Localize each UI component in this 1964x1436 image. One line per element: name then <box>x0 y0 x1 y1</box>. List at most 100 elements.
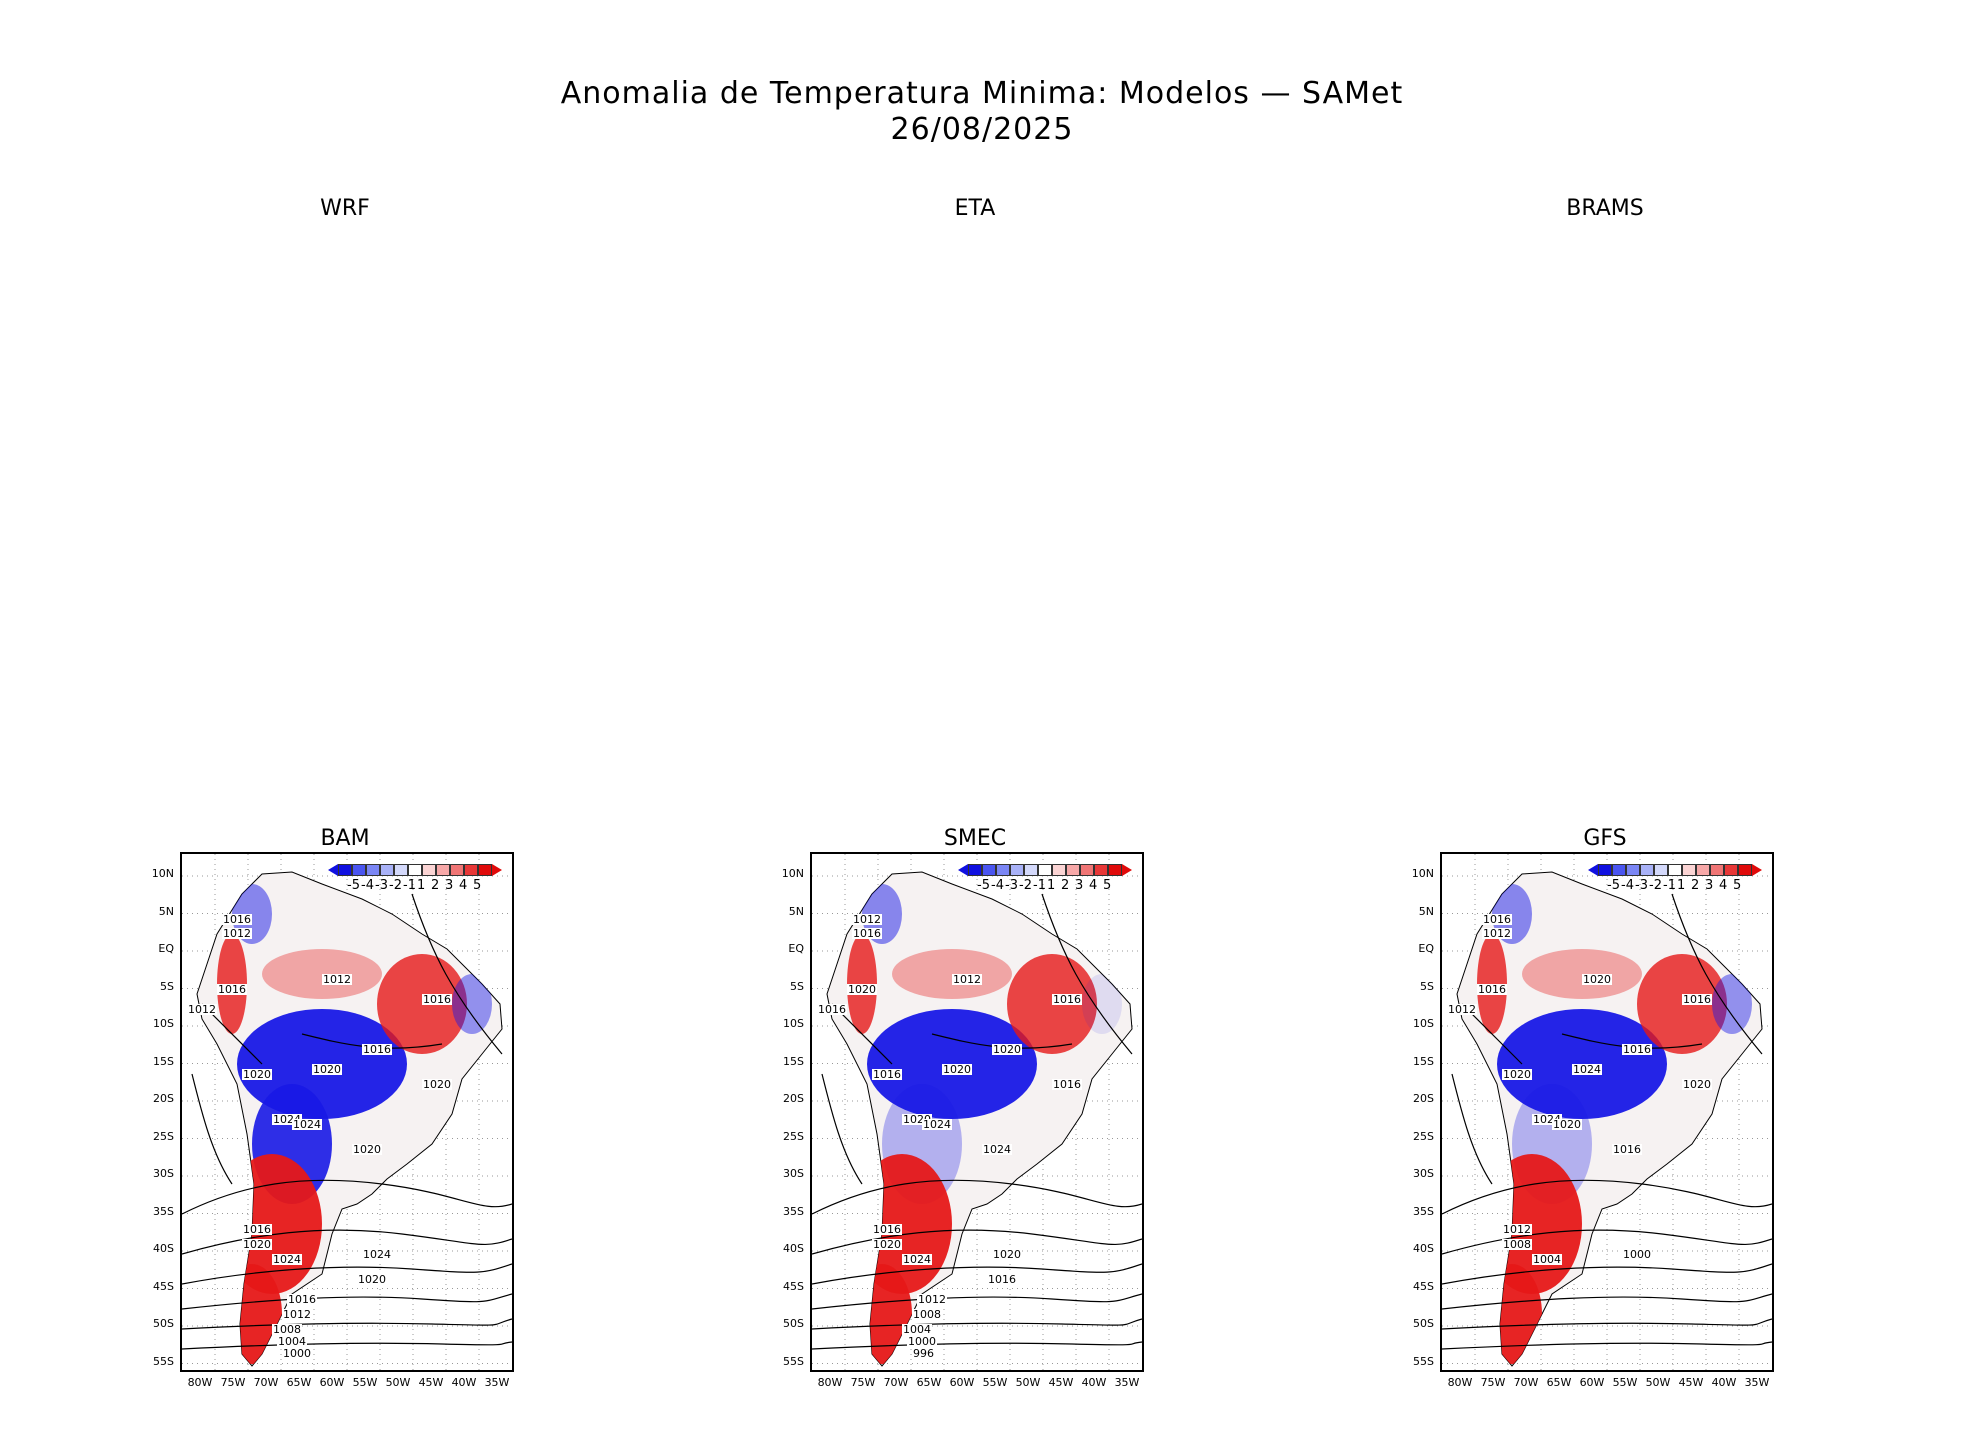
anomaly-region <box>452 974 492 1034</box>
longitude-tick: 80W <box>187 1376 213 1389</box>
colorbar-cell <box>450 864 464 876</box>
colorbar-cell <box>1038 864 1052 876</box>
longitude-tick: 80W <box>817 1376 843 1389</box>
colorbar-cell <box>408 864 422 876</box>
longitude-tick: 35W <box>1744 1376 1770 1389</box>
colorbar-label: -2 <box>389 878 402 893</box>
colorbar-cell <box>1108 864 1122 876</box>
anomaly-region <box>1482 1154 1582 1294</box>
latitude-tick: 45S <box>153 1279 174 1293</box>
latitude-tick: 55S <box>783 1354 804 1368</box>
colorbar-cell <box>1724 864 1738 876</box>
isobar-label: 1016 <box>287 1293 317 1306</box>
latitude-tick: 35S <box>1413 1204 1434 1218</box>
colorbar-cell <box>436 864 450 876</box>
isobar-label: 1020 <box>942 1063 972 1076</box>
isobar-label: 1016 <box>872 1068 902 1081</box>
isobar-label: 1024 <box>362 1248 392 1261</box>
colorbar-cell <box>1024 864 1038 876</box>
panel-title-wrf: WRF <box>320 196 370 221</box>
latitude-tick: 25S <box>1413 1129 1434 1143</box>
isobar-label: 1020 <box>242 1238 272 1251</box>
longitude-tick: 65W <box>1546 1376 1572 1389</box>
longitude-tick: 55W <box>1612 1376 1638 1389</box>
latitude-tick: 5N <box>1418 904 1434 918</box>
longitude-tick: 65W <box>916 1376 942 1389</box>
isobar-label: 1012 <box>952 973 982 986</box>
isobar-label: 1020 <box>872 1238 902 1251</box>
isobar-label: 1020 <box>1552 1118 1582 1131</box>
isobar-line <box>812 1318 1142 1330</box>
latitude-tick: 40S <box>1413 1242 1434 1255</box>
colorbar-label: 4 <box>459 878 468 893</box>
colorbar-arrow-right <box>1122 864 1132 876</box>
isobar-label: 1020 <box>902 1113 932 1126</box>
isobar-label: 1016 <box>1052 993 1082 1006</box>
colorbar-label: -2 <box>1019 878 1032 893</box>
latitude-tick: 40S <box>153 1242 174 1255</box>
latitude-tick: 10N <box>151 867 174 880</box>
latitude-tick: 5S <box>160 979 174 993</box>
colorbar-label: -2 <box>1649 878 1662 893</box>
latitude-tick: 5S <box>1420 979 1434 993</box>
longitude-tick: 50W <box>1015 1376 1041 1389</box>
isobar-label: 1024 <box>272 1113 302 1126</box>
colorbar-cell <box>1626 864 1640 876</box>
longitude-tick: 60W <box>1579 1376 1605 1389</box>
isobar-label: 1000 <box>1622 1248 1652 1261</box>
colorbar-cell <box>1052 864 1066 876</box>
colorbar-cell <box>1640 864 1654 876</box>
isobar-label: 1016 <box>1682 993 1712 1006</box>
colorbar-label: -5 <box>1607 878 1620 893</box>
colorbar-label: 1 <box>417 878 426 893</box>
isobar-label: 1016 <box>987 1273 1017 1286</box>
isobar-label: 1008 <box>912 1308 942 1321</box>
colorbar-arrow-left <box>958 864 968 876</box>
longitude-tick: 70W <box>883 1376 909 1389</box>
isobar-line <box>182 1293 512 1310</box>
colorbar-cell <box>1682 864 1696 876</box>
isobar-line <box>411 893 503 1055</box>
colorbar-label: -4 <box>991 878 1004 893</box>
colorbar-cell <box>1668 864 1682 876</box>
colorbar-label: 2 <box>431 878 440 893</box>
isobar-label: 1012 <box>1447 1003 1477 1016</box>
anomaly-region <box>1712 974 1752 1034</box>
isobar-label: 1020 <box>1682 1078 1712 1091</box>
colorbar-label: -1 <box>1033 878 1046 893</box>
isobar-line <box>1442 1341 1772 1350</box>
anomaly-region <box>1482 1264 1542 1364</box>
longitude-tick: 50W <box>1645 1376 1671 1389</box>
colorbar-cell <box>352 864 366 876</box>
isobar-label: 1000 <box>907 1335 937 1348</box>
latitude-tick: 25S <box>783 1129 804 1143</box>
isobar-line <box>1442 1229 1772 1255</box>
isobar-label: 1016 <box>1052 1078 1082 1091</box>
longitude-tick: 60W <box>319 1376 345 1389</box>
isobar-label: 1020 <box>422 1078 452 1091</box>
latitude-tick: 55S <box>1413 1354 1434 1368</box>
colorbar-label: 1 <box>1677 878 1686 893</box>
isobar-line <box>1671 893 1763 1055</box>
isobar-label: 1016 <box>872 1223 902 1236</box>
isobar-line <box>812 1293 1142 1310</box>
isobar-line <box>1451 1073 1493 1185</box>
continent-outline <box>196 871 503 1367</box>
isobar-label: 1020 <box>242 1068 272 1081</box>
longitude-tick: 40W <box>1711 1376 1737 1389</box>
isobar-label: 1012 <box>917 1293 947 1306</box>
longitude-tick: 45W <box>1678 1376 1704 1389</box>
isobar-line <box>812 1341 1142 1350</box>
latitude-tick: 30S <box>783 1167 804 1180</box>
longitude-tick: 35W <box>484 1376 510 1389</box>
longitude-tick: 70W <box>1513 1376 1539 1389</box>
colorbar-cell <box>1598 864 1612 876</box>
longitude-tick: 50W <box>385 1376 411 1389</box>
latitude-tick: 15S <box>1413 1054 1434 1068</box>
anomaly-region <box>1082 974 1122 1034</box>
longitude-tick: 65W <box>286 1376 312 1389</box>
isobar-label: 1016 <box>217 983 247 996</box>
isobar-line <box>182 1263 512 1285</box>
colorbar-label: 4 <box>1719 878 1728 893</box>
colorbar-cell <box>338 864 352 876</box>
